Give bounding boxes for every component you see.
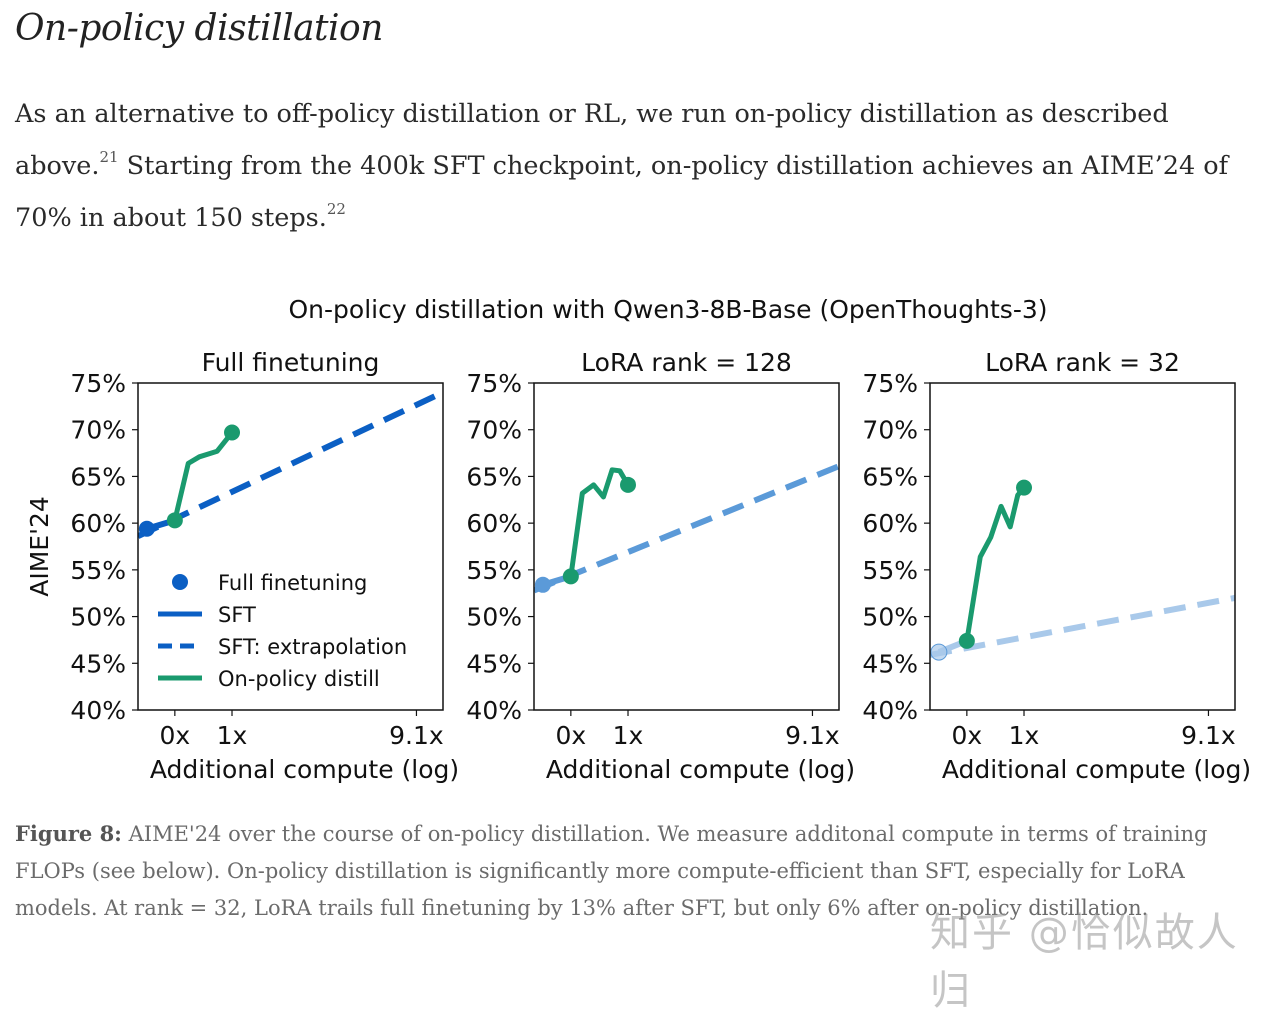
- body-paragraph: As an alternative to off-policy distilla…: [15, 88, 1265, 244]
- watermark: 知乎 @恰似故人归: [930, 910, 1239, 1014]
- y-tick-label: 45%: [70, 649, 126, 678]
- legend-label: SFT: extrapolation: [218, 635, 407, 659]
- on-policy-start-point: [562, 568, 579, 585]
- sft-extrapolation-line: [534, 463, 839, 594]
- y-axis-label: AIME'24: [25, 496, 54, 597]
- axes-frame: [929, 382, 1236, 711]
- x-tick-label: 9.1x: [389, 721, 444, 750]
- y-tick-label: 75%: [466, 369, 522, 398]
- legend-label: SFT: [218, 603, 256, 627]
- y-tick-label: 65%: [862, 462, 918, 491]
- subplot-2: LoRA rank = 128 40% 45% 50% 55% 60% 65% 70% 75% 0…: [466, 348, 855, 784]
- x-axis-label: Additional compute (log): [942, 755, 1251, 784]
- axes-frame: [137, 382, 444, 711]
- x-tick-label: 0x: [159, 721, 190, 750]
- y-tick-label: 70%: [70, 416, 126, 445]
- axes-frame: [533, 382, 840, 711]
- x-axis-label: Additional compute (log): [150, 755, 459, 784]
- y-tick-label: 40%: [70, 696, 126, 725]
- subplot-title: Full finetuning: [202, 348, 380, 377]
- plot-area: [534, 463, 839, 594]
- legend-label: Full finetuning: [218, 571, 367, 595]
- x-tick-label: 0x: [555, 721, 586, 750]
- paragraph-text-2: Starting from the 400k SFT checkpoint, o…: [15, 151, 1229, 233]
- on-policy-start-point: [958, 632, 975, 649]
- sft-start-point: [930, 643, 948, 661]
- sft-start-point: [534, 576, 551, 593]
- x-tick-label: 1x: [1009, 721, 1040, 750]
- y-tick-label: 45%: [466, 649, 522, 678]
- y-tick-label: 60%: [466, 509, 522, 538]
- legend: Full finetuning SFT SFT: extrapolation On-p…: [158, 571, 407, 691]
- y-tick-label: 55%: [466, 556, 522, 585]
- on-policy-start-point: [166, 512, 183, 529]
- footnote-ref-22[interactable]: 22: [326, 200, 346, 218]
- y-tick-label: 70%: [862, 416, 918, 445]
- chart-suptitle: On-policy distillation with Qwen3-8B-Bas…: [289, 295, 1048, 324]
- sft-extrapolation-line: [930, 594, 1235, 658]
- subplot-1: Full finetuning 40% 45% 50% 55% 60% 65% 70% 75% 0…: [25, 348, 459, 784]
- on-policy-line: [172, 430, 234, 521]
- y-tick-label: 65%: [70, 462, 126, 491]
- x-tick-label: 1x: [217, 721, 248, 750]
- on-policy-line: [568, 467, 631, 577]
- footnote-ref-21[interactable]: 21: [99, 148, 119, 166]
- y-tick-label: 55%: [862, 556, 918, 585]
- on-policy-end-point: [1016, 479, 1033, 496]
- y-tick-label: 75%: [862, 369, 918, 398]
- y-tick-label: 50%: [70, 603, 126, 632]
- x-tick-label: 0x: [951, 721, 982, 750]
- on-policy-line: [964, 486, 1026, 642]
- x-axis-label: Additional compute (log): [546, 755, 855, 784]
- y-tick-label: 40%: [466, 696, 522, 725]
- subplot-3: LoRA rank = 32 40% 45% 50% 55% 60% 65% 70% 75% 0x…: [862, 348, 1251, 784]
- x-tick-label: 9.1x: [785, 721, 840, 750]
- caption-label: Figure 8:: [15, 821, 122, 846]
- sft-extrapolation-line: [138, 389, 443, 539]
- y-tick-label: 70%: [466, 416, 522, 445]
- y-tick-label: 60%: [70, 509, 126, 538]
- caption-text: AIME'24 over the course of on-policy dis…: [15, 822, 1208, 920]
- x-tick-label: 9.1x: [1181, 721, 1236, 750]
- section-title: On-policy distillation: [15, 8, 383, 49]
- plot-area: [138, 389, 443, 539]
- y-tick-label: 55%: [70, 556, 126, 585]
- figure-chart: On-policy distillation with Qwen3-8B-Bas…: [25, 295, 1251, 784]
- on-policy-end-point: [224, 424, 241, 441]
- sft-start-point: [138, 520, 155, 537]
- figure-caption: Figure 8: AIME'24 over the course of on-…: [15, 815, 1255, 927]
- x-tick-label: 1x: [613, 721, 644, 750]
- paragraph-text-1: As an alternative to off-policy distilla…: [15, 99, 1169, 181]
- y-tick-label: 45%: [862, 649, 918, 678]
- legend-label: On-policy distill: [218, 667, 380, 691]
- y-tick-label: 60%: [862, 509, 918, 538]
- legend-marker-full-finetuning: [172, 574, 188, 590]
- y-tick-label: 50%: [466, 603, 522, 632]
- subplot-title: LoRA rank = 128: [581, 348, 792, 377]
- y-tick-label: 50%: [862, 603, 918, 632]
- plot-area: [930, 479, 1235, 661]
- y-tick-label: 75%: [70, 369, 126, 398]
- y-tick-label: 65%: [466, 462, 522, 491]
- on-policy-end-point: [620, 476, 637, 493]
- subplot-title: LoRA rank = 32: [985, 348, 1180, 377]
- y-tick-label: 40%: [862, 696, 918, 725]
